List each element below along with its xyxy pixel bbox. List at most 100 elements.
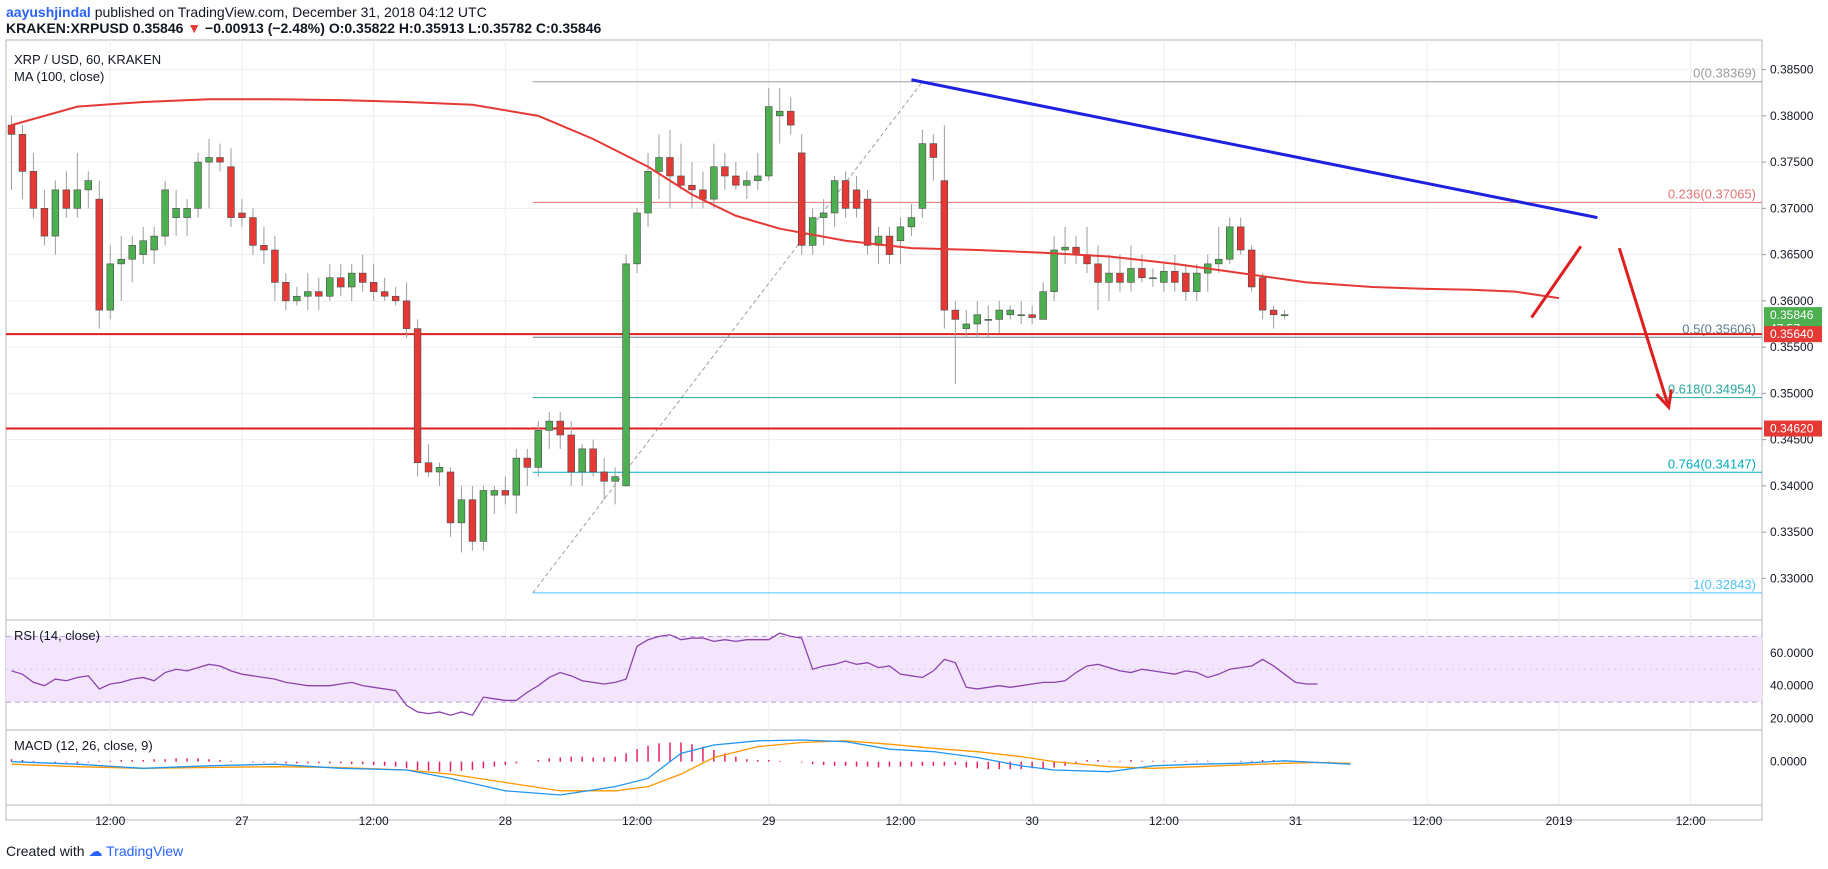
candle-body — [413, 328, 422, 464]
x-tick-label: 30 — [1025, 814, 1039, 828]
candle-body — [446, 471, 455, 524]
x-tick-label: 12:00 — [95, 814, 125, 828]
low-value: 0.35782 — [481, 20, 532, 36]
candle-body — [106, 263, 114, 311]
x-tick-label: 12:00 — [622, 814, 652, 828]
candle-body — [227, 166, 235, 218]
candle-body — [1269, 309, 1278, 316]
down-triangle-icon: ▼ — [187, 20, 202, 36]
candle-body — [337, 277, 345, 288]
candle-body — [7, 124, 16, 135]
candle-body — [194, 161, 202, 209]
candle-body — [633, 212, 641, 265]
last-price: 0.35846 — [132, 20, 184, 36]
candle-body — [567, 434, 575, 473]
price-axis-badge-label: 0.34620 — [1770, 422, 1814, 436]
x-tick-label: 12:00 — [1676, 814, 1706, 828]
tradingview-logo-icon: ☁ — [88, 843, 103, 859]
candle-body — [216, 157, 224, 163]
candle-body — [852, 189, 861, 209]
plot-area — [5, 39, 1763, 821]
candle-body — [962, 323, 971, 329]
candle-body — [1193, 272, 1201, 292]
candle-body — [128, 245, 136, 260]
fib-level-label: 0.764(0.34147) — [1668, 456, 1756, 471]
x-tick-label: 12:00 — [1412, 814, 1442, 828]
candle-body — [523, 457, 532, 468]
candle-body — [710, 166, 718, 200]
rsi-tick-label: 20.0000 — [1770, 712, 1814, 726]
candle-body — [918, 143, 927, 209]
candle-body — [1258, 277, 1267, 311]
close-value: 0.35846 — [550, 20, 602, 36]
x-tick-label: 12:00 — [359, 814, 389, 828]
candle-body — [260, 245, 268, 251]
tradingview-brand[interactable]: TradingView — [106, 843, 184, 859]
candle-body — [424, 462, 433, 473]
candle-body — [95, 198, 103, 311]
candle-body — [84, 180, 93, 191]
publish-info: aayushjindal published on TradingView.co… — [6, 4, 487, 20]
candle-body — [600, 471, 608, 482]
candle-body — [1149, 277, 1157, 280]
candle-body — [863, 198, 872, 246]
candle-body — [117, 258, 125, 265]
y-tick-label: 0.36500 — [1770, 248, 1814, 262]
fib-level-label: 0.5(0.35606) — [1682, 321, 1756, 336]
candle-body — [29, 171, 38, 209]
candle-body — [238, 212, 246, 218]
candle-body — [1215, 258, 1223, 265]
candle-body — [249, 217, 257, 246]
candle-body — [62, 189, 71, 209]
candle-body — [1028, 314, 1036, 318]
candle-body — [282, 282, 290, 302]
candle-body — [984, 319, 992, 321]
candle-body — [841, 180, 850, 209]
y-tick-label: 0.37500 — [1770, 155, 1814, 169]
candle-body — [819, 212, 828, 218]
candle-body — [457, 499, 466, 524]
candle-body — [380, 291, 389, 297]
price-axis-badge-label: 0.35640 — [1770, 327, 1814, 341]
x-tick-label: 2019 — [1546, 814, 1573, 828]
price-change: −0.00913 (−2.48%) — [205, 20, 325, 36]
price-axis-badge — [1764, 326, 1822, 343]
candle-body — [1039, 291, 1047, 320]
candle-body — [589, 448, 597, 473]
candle-body — [754, 175, 762, 181]
candle-body — [776, 110, 784, 117]
candle-body — [402, 300, 411, 329]
candle-body — [40, 208, 49, 237]
fib-level-label: 0.618(0.34954) — [1668, 382, 1756, 397]
author-link[interactable]: aayushjindal — [6, 4, 91, 20]
macd-tick-label: 0.0000 — [1770, 755, 1807, 769]
candle-body — [18, 134, 27, 172]
candle-body — [161, 189, 169, 237]
candle-body — [468, 499, 477, 542]
ma100-line — [11, 98, 1560, 300]
candle-body — [293, 295, 301, 302]
high-value: 0.35913 — [413, 20, 465, 36]
candle-body — [666, 157, 674, 177]
candle-body — [940, 180, 949, 311]
candle-body — [1280, 314, 1289, 317]
candle-body — [611, 476, 619, 482]
close-label: C: — [535, 20, 551, 36]
candle-body — [534, 430, 542, 468]
bearish-trendline — [911, 78, 1598, 220]
candle-body — [765, 106, 773, 177]
symbol: KRAKEN:XRPUSD — [6, 20, 129, 36]
y-tick-label: 0.33500 — [1770, 525, 1814, 539]
candle-body — [1127, 268, 1135, 283]
open-label: O: — [328, 20, 345, 36]
candle-body — [622, 263, 630, 487]
candle-body — [1226, 226, 1234, 260]
candle-body — [1171, 270, 1179, 283]
x-tick-label: 31 — [1289, 814, 1303, 828]
candle-body — [435, 467, 444, 473]
candle-body — [348, 272, 356, 288]
chart-title: XRP / USD, 60, KRAKEN — [14, 52, 161, 67]
candle-body — [1138, 268, 1146, 279]
candle-body — [732, 175, 740, 186]
